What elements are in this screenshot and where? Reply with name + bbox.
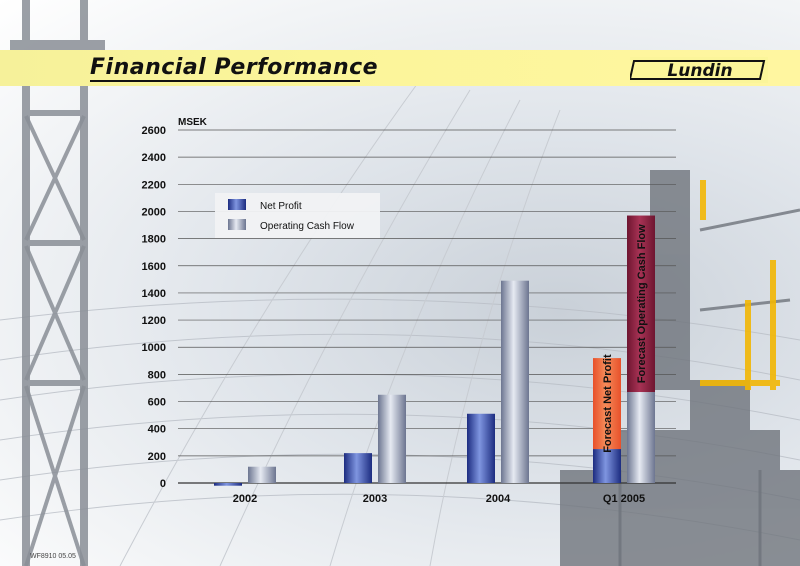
- legend-label-net-profit: Net Profit: [260, 201, 302, 212]
- legend-swatch-operating-cash-flow: [228, 219, 246, 230]
- bar-forecast-net-profit: [593, 358, 621, 450]
- y-tick-label: 1200: [142, 315, 166, 327]
- bar-net-profit-q1-2005: [593, 449, 621, 483]
- y-tick-label: 1600: [142, 261, 166, 273]
- y-tick-label: 600: [148, 397, 166, 409]
- bar-net-profit-2002: [214, 483, 242, 486]
- legend-label-operating-cash-flow: Operating Cash Flow: [260, 221, 355, 232]
- title-underline: [90, 80, 360, 82]
- y-tick-label: 200: [148, 451, 166, 463]
- page-title: Financial Performance: [90, 55, 379, 80]
- x-tick-label: 2004: [486, 493, 511, 505]
- y-tick-label: 800: [148, 369, 166, 381]
- y-tick-label: 1800: [142, 234, 166, 246]
- bar-operating-cash-flow-2002: [248, 466, 276, 483]
- bar-operating-cash-flow-2004: [501, 280, 529, 483]
- x-tick-label: 2002: [233, 493, 257, 505]
- bar-net-profit-2003: [344, 453, 372, 483]
- y-tick-label: 2400: [142, 152, 166, 164]
- footer-code: WF8910 05.05: [30, 553, 76, 560]
- bar-operating-cash-flow-q1-2005: [627, 392, 655, 483]
- lundin-logo: Lundin: [630, 57, 768, 83]
- y-tick-label: 400: [148, 424, 166, 436]
- y-tick-label: 0: [160, 478, 166, 490]
- bar-forecast-operating-cash-flow: [627, 215, 655, 393]
- x-tick-label: Q1 2005: [603, 493, 645, 505]
- y-tick-label: 1000: [142, 342, 166, 354]
- y-tick-label: 2200: [142, 179, 166, 191]
- logo-text: Lundin: [667, 61, 732, 81]
- bar-operating-cash-flow-2003: [378, 394, 406, 483]
- y-tick-label: 2600: [142, 125, 166, 137]
- y-tick-label: 1400: [142, 288, 166, 300]
- forecast-label: Forecast Operating Cash Flow: [636, 224, 648, 383]
- x-tick-label: 2003: [363, 493, 387, 505]
- bar-net-profit-2004: [467, 413, 495, 483]
- y-axis-label: MSEK: [178, 117, 208, 128]
- legend-swatch-net-profit: [228, 199, 246, 210]
- y-tick-label: 2000: [142, 206, 166, 218]
- chart-legend: Net Profit Operating Cash Flow: [215, 193, 380, 238]
- forecast-label: Forecast Net Profit: [602, 354, 614, 453]
